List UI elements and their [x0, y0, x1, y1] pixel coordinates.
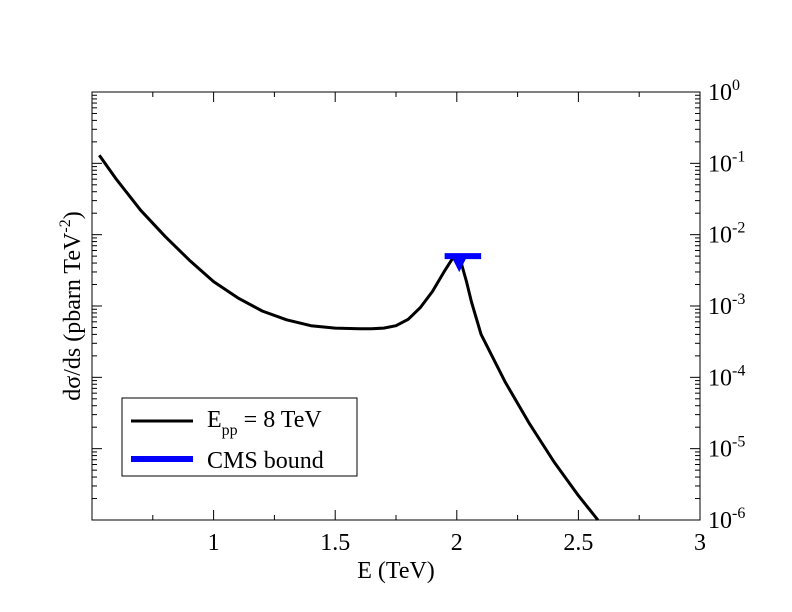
y-tick-label: 100: [708, 77, 740, 106]
legend-box: [121, 397, 358, 477]
x-axis-title: E (TeV): [357, 558, 435, 584]
y-tick-label: 10-4: [708, 362, 745, 391]
y-tick-label: 10-1: [708, 148, 745, 177]
plot-frame: [91, 91, 701, 521]
y-tick-label: 10-2: [708, 220, 745, 249]
x-tick-label: 1: [208, 530, 220, 556]
series-line-model: [98, 154, 600, 521]
y-axis-title: dσ/ds (pbarn TeV-2): [57, 211, 86, 400]
y-tick-label: 10-3: [708, 291, 745, 320]
x-tick-label: 3: [694, 530, 706, 556]
legend: Epp = 8 TeV CMS bound: [121, 397, 358, 477]
cms-bound-arrow-head: [452, 258, 467, 273]
legend-label-cms: CMS bound: [207, 448, 324, 474]
y-tick-label: 10-5: [708, 434, 745, 463]
y-tick-label: 10-6: [708, 505, 745, 534]
x-tick-label: 2.5: [563, 530, 593, 556]
x-tick-label: 1.5: [320, 530, 350, 556]
x-tick-label: 2: [451, 530, 463, 556]
legend-label-model: Epp = 8 TeV: [207, 407, 322, 439]
